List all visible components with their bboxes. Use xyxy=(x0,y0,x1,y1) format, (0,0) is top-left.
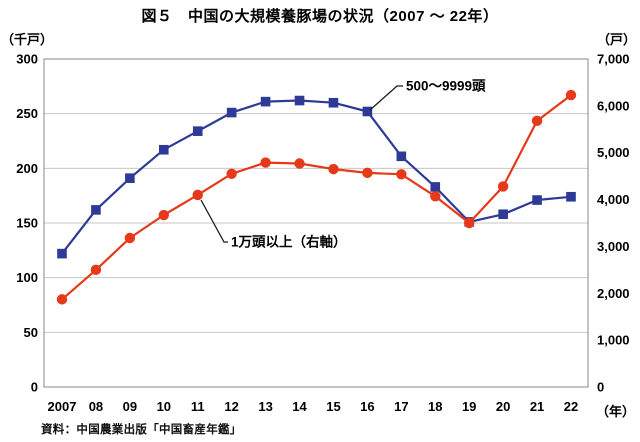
data-point-marker-0 xyxy=(498,209,508,220)
data-point-marker-0 xyxy=(396,151,407,162)
data-point-marker-0 xyxy=(226,107,237,118)
data-point-marker-1 xyxy=(362,167,373,179)
plot-border xyxy=(43,58,589,388)
x-axis-tick-label: 17 xyxy=(394,399,408,414)
data-point-marker-0 xyxy=(362,106,373,117)
data-point-marker-0 xyxy=(125,173,135,183)
series-line-0 xyxy=(61,99,572,255)
y2-axis-tick-label: 7,000 xyxy=(597,52,630,67)
y2-axis-tick-label: 2,000 xyxy=(597,286,630,301)
x-axis-tick-label: 09 xyxy=(123,399,137,414)
x-axis-tick-label: 20 xyxy=(496,399,510,414)
y-axis-tick-label: 250 xyxy=(16,106,38,121)
data-point-marker-1 xyxy=(192,189,203,201)
annotation-label: 500～9999頭 xyxy=(406,79,486,94)
x-axis-tick-label: 22 xyxy=(564,399,578,414)
source-note: 資料：中国農業出版「中国畜産年鑑」 xyxy=(41,424,242,436)
data-point-marker-0 xyxy=(328,97,339,108)
data-point-marker-1 xyxy=(56,294,68,305)
x-axis-tick-label: 12 xyxy=(224,399,238,414)
data-point-marker-1 xyxy=(90,264,102,276)
data-point-marker-1 xyxy=(497,181,509,192)
x-axis-tick-label: 14 xyxy=(292,399,307,414)
series-line-1 xyxy=(61,94,572,301)
left-axis-unit-label: （千戸） xyxy=(1,32,54,47)
y-axis-tick-label: 200 xyxy=(16,161,38,176)
data-point-marker-1 xyxy=(226,168,237,179)
y2-axis-tick-label: 0 xyxy=(597,380,604,395)
data-point-marker-0 xyxy=(532,195,542,205)
data-point-marker-1 xyxy=(464,217,475,229)
y2-axis-tick-label: 3,000 xyxy=(597,239,630,254)
y-axis-tick-label: 300 xyxy=(16,52,38,67)
x-axis-tick-label: 11 xyxy=(191,399,205,414)
x-axis-tick-label: 19 xyxy=(462,399,476,414)
y-axis-tick-label: 0 xyxy=(31,380,38,395)
y2-axis-tick-label: 1,000 xyxy=(597,333,630,348)
annotation-leader-line xyxy=(369,85,403,111)
x-axis-tick-label: 18 xyxy=(428,399,442,414)
y2-axis-tick-label: 5,000 xyxy=(597,145,630,160)
x-axis-tick-label: 2007 xyxy=(48,399,77,414)
data-point-marker-1 xyxy=(124,232,136,244)
data-point-marker-0 xyxy=(430,182,441,192)
data-point-marker-0 xyxy=(192,126,203,136)
y-axis-tick-label: 150 xyxy=(16,216,38,231)
y-axis-tick-label: 100 xyxy=(16,270,38,285)
x-axis-tick-label: 16 xyxy=(360,399,374,414)
x-axis-unit-label: （年） xyxy=(596,404,636,419)
right-axis-unit-label: （戸） xyxy=(596,32,636,47)
annotation-leader-line xyxy=(200,199,228,243)
y2-axis-tick-label: 4,000 xyxy=(597,192,630,207)
x-axis-tick-label: 13 xyxy=(258,399,272,414)
x-axis-tick-label: 08 xyxy=(89,399,103,414)
data-point-marker-1 xyxy=(565,89,577,101)
data-point-marker-0 xyxy=(294,95,305,106)
data-point-marker-1 xyxy=(294,158,305,169)
data-point-marker-0 xyxy=(566,191,576,202)
data-point-marker-1 xyxy=(396,169,407,180)
x-axis-tick-label: 21 xyxy=(530,399,544,414)
y-axis-tick-label: 50 xyxy=(24,325,38,340)
data-point-marker-1 xyxy=(328,163,339,175)
annotation-label: 1万頭以上（右軸） xyxy=(231,234,347,250)
data-point-marker-1 xyxy=(158,209,169,221)
data-point-marker-1 xyxy=(430,191,441,202)
data-point-marker-0 xyxy=(159,144,169,155)
chart-title: 図５ 中国の大規模養豚場の状況（2007 ～ 22年） xyxy=(141,8,499,25)
data-point-marker-0 xyxy=(91,205,101,215)
y2-axis-tick-label: 6,000 xyxy=(597,98,630,113)
x-axis-tick-label: 15 xyxy=(326,399,340,414)
data-point-marker-0 xyxy=(260,96,271,107)
data-point-marker-1 xyxy=(260,157,271,168)
data-point-marker-0 xyxy=(57,248,67,259)
data-point-marker-1 xyxy=(531,115,543,127)
x-axis-tick-label: 10 xyxy=(157,399,171,414)
